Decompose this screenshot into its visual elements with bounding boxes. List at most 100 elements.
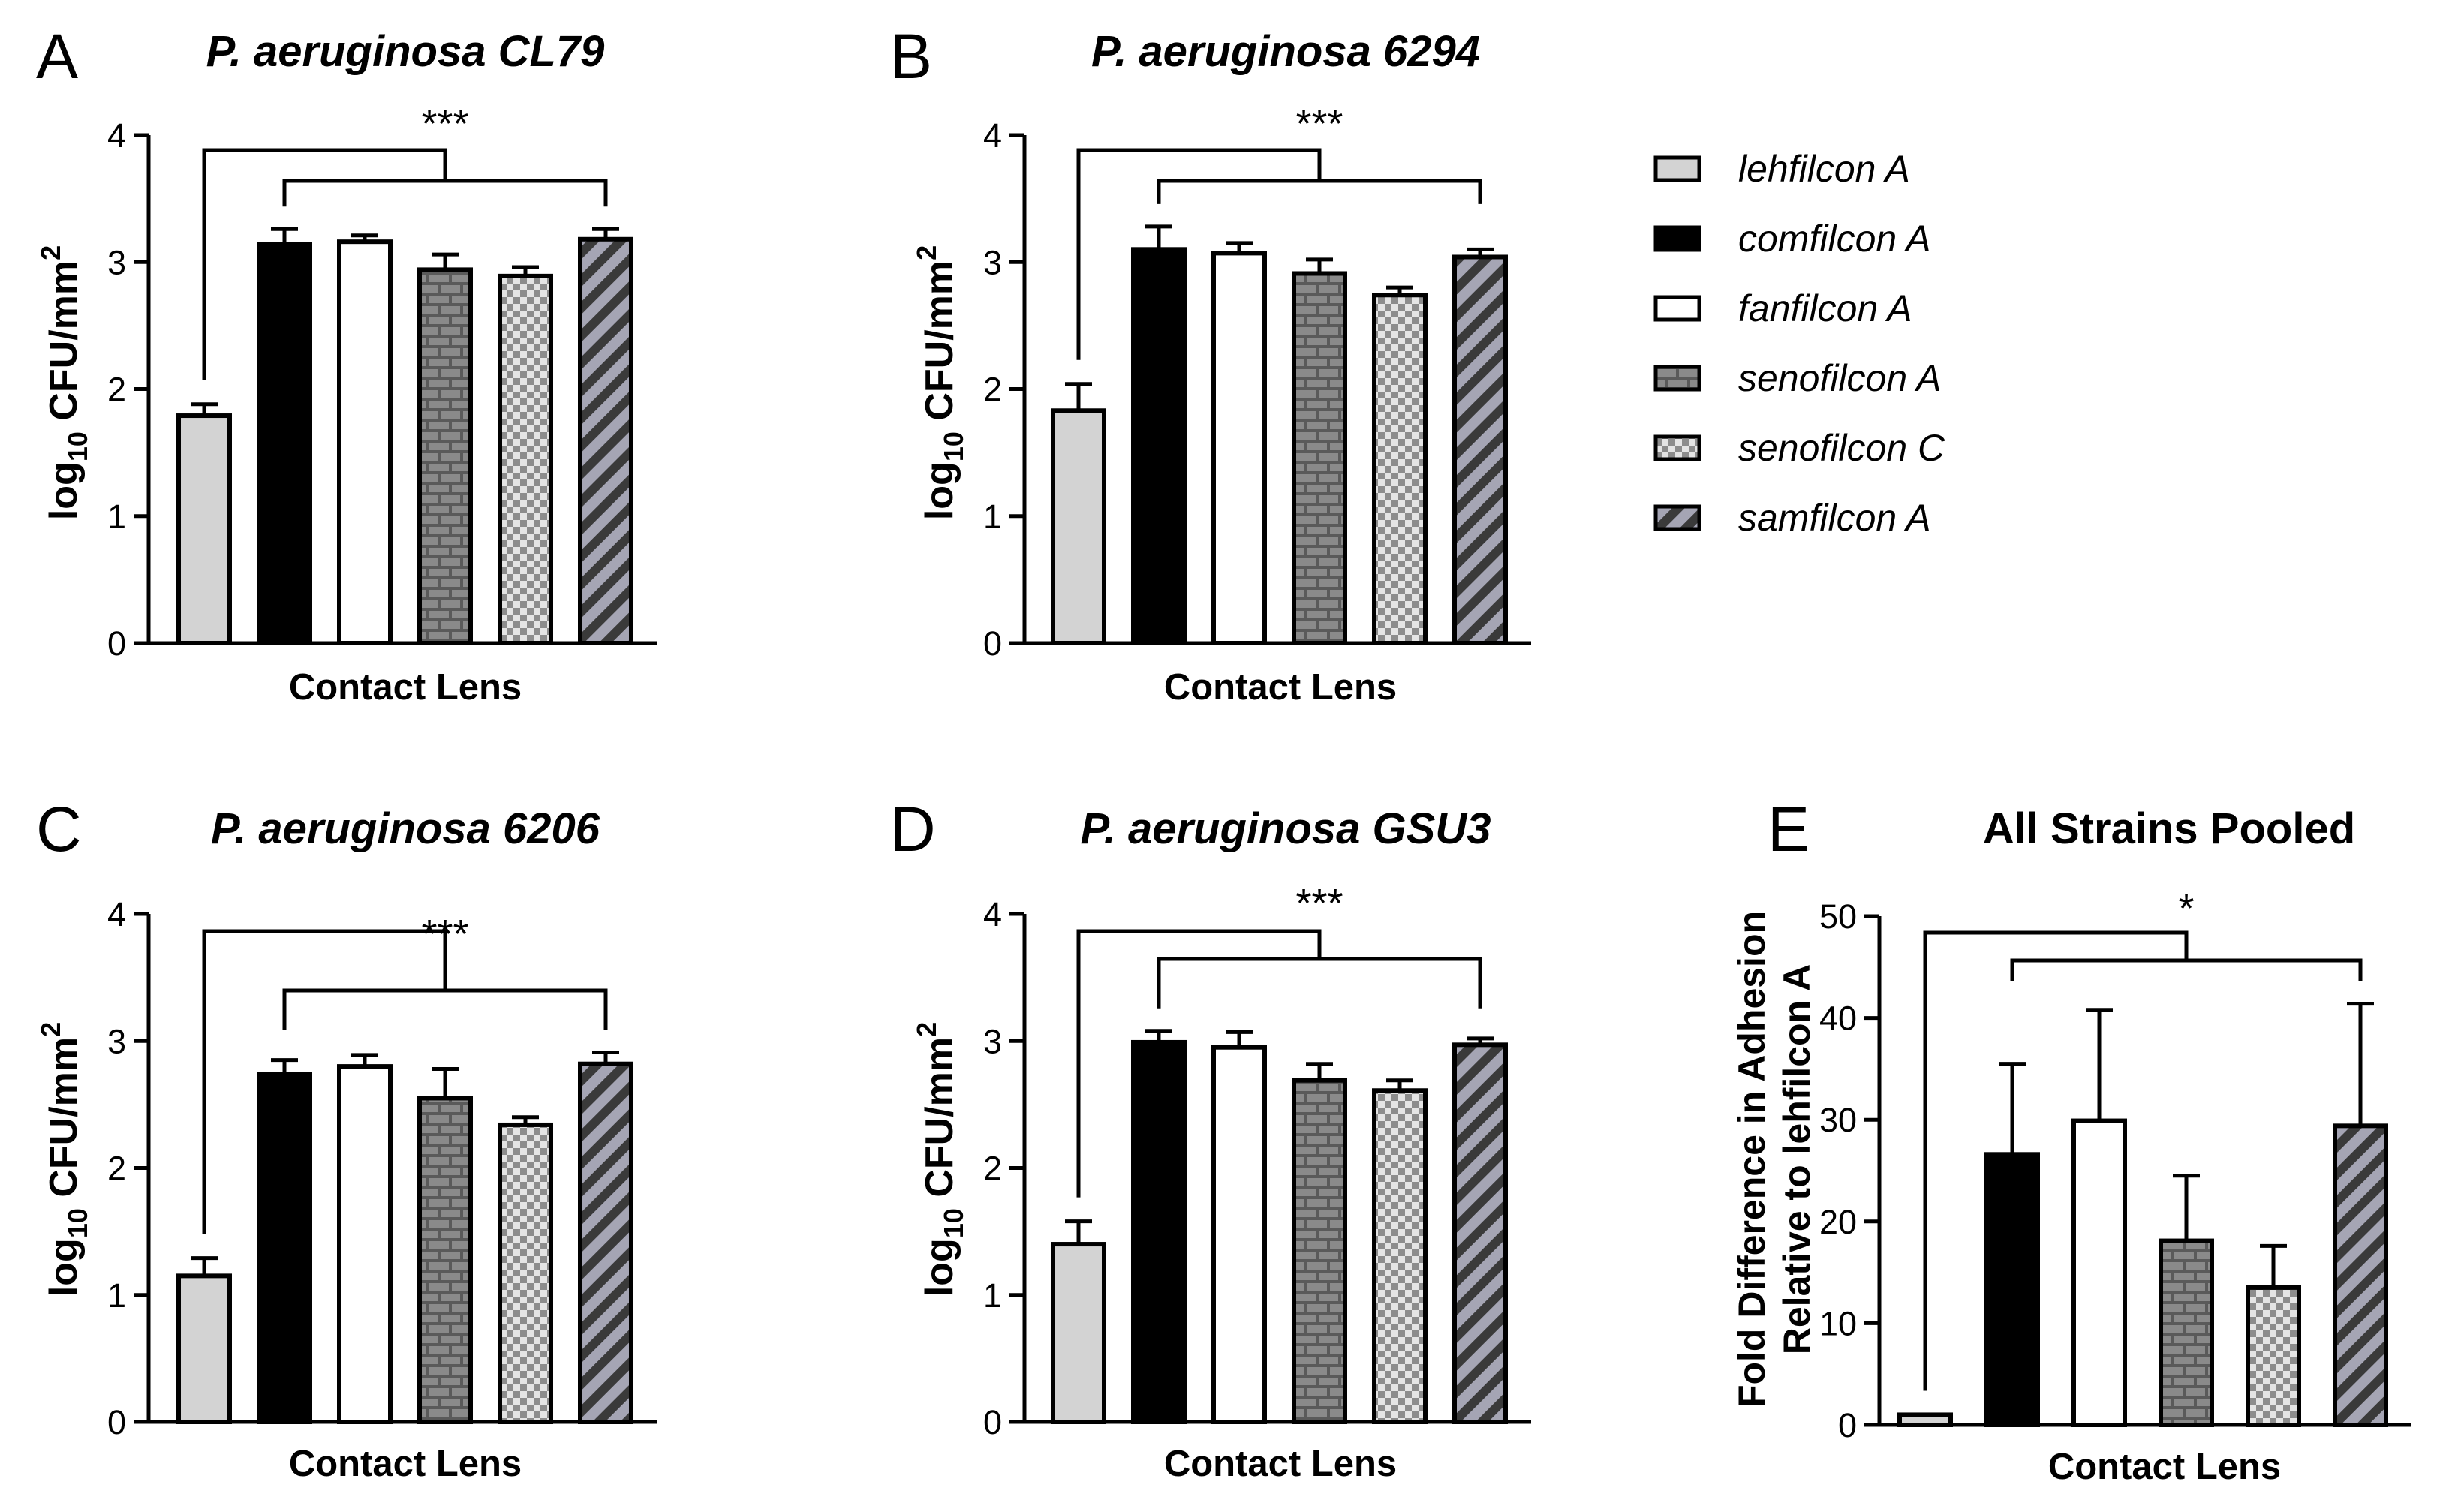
panel-C-title: P. aeruginosa 6206 — [211, 804, 600, 853]
bar-fanfilcon-a — [337, 239, 393, 646]
significance-bracket-inner — [282, 988, 608, 1030]
bar-comfilcon-a — [1131, 1039, 1187, 1424]
significance-marker: *** — [1295, 101, 1343, 146]
bar-samfilcon-a — [578, 1061, 633, 1424]
significance-bracket-outer — [1076, 929, 1322, 1198]
legend-swatch-senofilcon-a — [1653, 365, 1701, 392]
y-tick-label: 1 — [983, 497, 1002, 536]
legend-label: comfilcon A — [1738, 218, 1931, 260]
panel-B-plot: 0 1 2 3 4 *** — [983, 101, 1531, 663]
bar-senofilcon-c — [498, 273, 553, 645]
significance-bracket-outer — [1923, 930, 2189, 1391]
panel-D-header: D P. aeruginosa GSU3 — [890, 794, 1491, 864]
bar-senofilcon-c — [498, 1122, 553, 1424]
panel-letter-C: C — [36, 794, 82, 864]
y-tick-label: 1 — [107, 1276, 126, 1315]
y-tick-label: 2 — [107, 371, 126, 409]
bar-comfilcon-a — [257, 1072, 312, 1424]
legend-swatch-comfilcon — [1653, 225, 1701, 252]
panel-D-y-label: log10 CFU/mm2 — [911, 1022, 969, 1297]
significance-bracket-outer — [202, 148, 447, 380]
legend: lehfilcon A comfilcon A fanfilcon A seno… — [1653, 148, 1945, 539]
y-tick-label: 2 — [983, 1150, 1002, 1188]
bar-samfilcon-a — [1452, 254, 1508, 646]
y-tick-label: 10 — [1819, 1304, 1857, 1342]
bar-comfilcon-a — [1131, 247, 1187, 645]
panel-A-y-label: log10 CFU/mm2 — [35, 245, 93, 520]
y-tick-label: 2 — [107, 1150, 126, 1188]
y-tick-label: 2 — [983, 371, 1002, 409]
bar-fanfilcon-a — [337, 1064, 393, 1424]
bar-senofilcon-c — [1372, 293, 1428, 645]
significance-marker: *** — [421, 912, 468, 957]
bar-samfilcon-a — [1452, 1042, 1508, 1424]
bar-fanfilcon-a — [1211, 1045, 1267, 1425]
bar-lehfilcon-a — [1051, 408, 1106, 646]
significance-bracket-outer — [1076, 148, 1322, 360]
legend-swatch-lehfilcon — [1653, 155, 1701, 182]
y-tick-label: 0 — [1838, 1406, 1857, 1444]
bar-senofilcon-c — [2246, 1285, 2301, 1427]
legend-swatch-samfilcon — [1653, 504, 1701, 531]
bar-lehfilcon-a — [1051, 1242, 1106, 1425]
legend-label: lehfilcon A — [1738, 148, 1910, 190]
panel-B-y-label: log10 CFU/mm2 — [911, 245, 969, 520]
significance-bracket-inner — [282, 179, 608, 207]
significance-bracket-inner — [1157, 179, 1482, 204]
panel-E-plot: 0 10 20 30 40 50 * — [1819, 886, 2411, 1444]
legend-label: samfilcon A — [1738, 497, 1931, 539]
panel-C-header: C P. aeruginosa 6206 — [36, 794, 600, 864]
panel-A-plot: 0 1 2 3 4 *** — [107, 101, 657, 663]
significance-bracket-outer — [202, 929, 447, 1234]
y-tick-label: 3 — [107, 243, 126, 281]
legend-label: senofilcon A — [1738, 357, 1942, 399]
y-tick-label: 4 — [107, 116, 126, 155]
panel-letter-D: D — [890, 794, 936, 864]
bar-lehfilcon-a — [176, 1273, 232, 1425]
y-tick-label: 0 — [983, 1403, 1002, 1441]
panel-D-x-label: Contact Lens — [1164, 1444, 1397, 1484]
significance-bracket-inner — [2010, 958, 2363, 981]
y-tick-label: 40 — [1819, 999, 1857, 1038]
y-tick-label: 4 — [983, 116, 1002, 155]
y-tick-label: 3 — [107, 1022, 126, 1060]
y-tick-label: 0 — [983, 624, 1002, 663]
panel-A-title: P. aeruginosa CL79 — [206, 27, 605, 76]
panel-E-title: All Strains Pooled — [1983, 804, 2355, 853]
panel-D-plot: 0 1 2 3 4 *** — [983, 881, 1531, 1441]
panel-letter-E: E — [1768, 794, 1810, 864]
bar-comfilcon-a — [1984, 1152, 2040, 1427]
panel-B-header: B P. aeruginosa 6294 — [890, 21, 1480, 92]
bar-comfilcon-a — [257, 242, 312, 645]
bar-samfilcon-a — [578, 236, 633, 646]
bar-senofilcon-a — [1292, 271, 1347, 645]
legend-swatch-senofilcon-c — [1653, 434, 1701, 461]
legend-label: senofilcon C — [1738, 427, 1945, 469]
y-tick-label: 1 — [107, 497, 126, 536]
significance-marker: * — [2178, 886, 2194, 931]
bar-samfilcon-a — [2333, 1123, 2388, 1428]
panel-C-x-label: Contact Lens — [289, 1444, 522, 1484]
bar-senofilcon-a — [2159, 1238, 2214, 1427]
panel-B-x-label: Contact Lens — [1164, 667, 1397, 708]
bar-fanfilcon-a — [2071, 1118, 2127, 1428]
panel-C-y-label: log10 CFU/mm2 — [35, 1022, 93, 1297]
panel-D-title: P. aeruginosa GSU3 — [1081, 804, 1491, 853]
y-tick-label: 4 — [107, 895, 126, 933]
panel-letter-A: A — [36, 21, 78, 92]
legend-swatch-fanfilcon — [1653, 295, 1701, 322]
significance-marker: *** — [1295, 881, 1343, 926]
panel-E-x-label: Contact Lens — [2048, 1447, 2281, 1487]
panel-B-title: P. aeruginosa 6294 — [1091, 27, 1480, 76]
panel-E-y-label-line2: Relative to lehfilcon A — [1776, 964, 1818, 1354]
legend-label: fanfilcon A — [1738, 287, 1912, 329]
y-tick-label: 1 — [983, 1276, 1002, 1315]
bar-fanfilcon-a — [1211, 251, 1267, 645]
panel-A-header: A P. aeruginosa CL79 — [36, 21, 604, 92]
y-tick-label: 3 — [983, 243, 1002, 281]
bar-senofilcon-a — [417, 1096, 473, 1424]
y-tick-label: 4 — [983, 895, 1002, 933]
panel-E-header: E All Strains Pooled — [1768, 794, 2355, 864]
significance-marker: *** — [421, 101, 468, 146]
